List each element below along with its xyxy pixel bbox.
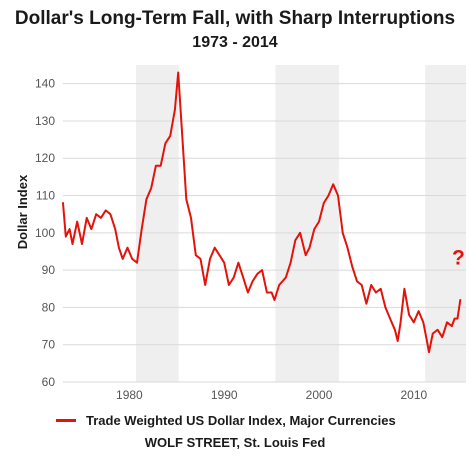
y-tick-label: 130 — [35, 114, 55, 128]
x-tick-label: 2010 — [400, 388, 427, 402]
x-tick-label: 1980 — [116, 388, 143, 402]
legend-label: Trade Weighted US Dollar Index, Major Cu… — [86, 413, 396, 428]
y-tick-label: 100 — [35, 226, 55, 240]
y-tick-label: 90 — [42, 263, 56, 277]
annotations: ? — [452, 247, 465, 270]
legend-swatch — [56, 419, 76, 422]
y-tick-label: 110 — [36, 189, 55, 203]
legend: Trade Weighted US Dollar Index, Major Cu… — [56, 413, 396, 428]
y-tick-label: 60 — [42, 375, 56, 389]
grid-lines — [63, 83, 466, 383]
shaded-period-2 — [425, 65, 466, 382]
series-lines — [62, 71, 462, 354]
y-tick-label: 80 — [42, 300, 56, 314]
y-axis-label: Dollar Index — [15, 174, 30, 249]
series-line-0 — [62, 71, 462, 354]
y-tick-labels: 60 70 80 90 100 110 120 130 140 — [35, 77, 55, 389]
y-tick-label: 140 — [35, 77, 55, 91]
x-tick-labels: 1980 1990 2000 2010 — [116, 388, 427, 402]
shaded-periods — [136, 65, 466, 382]
source-credit: WOLF STREET, St. Louis Fed — [144, 435, 326, 450]
y-tick-label: 120 — [35, 151, 55, 165]
shaded-period-1 — [275, 65, 339, 382]
chart-title: Dollar's Long-Term Fall, with Sharp Inte… — [14, 8, 456, 29]
x-tick-label: 2000 — [306, 388, 333, 402]
chart-subtitle: 1973 - 2014 — [192, 34, 278, 51]
annotation-label: ? — [452, 247, 465, 270]
x-tick-label: 1990 — [211, 388, 238, 402]
y-tick-label: 70 — [42, 338, 56, 352]
